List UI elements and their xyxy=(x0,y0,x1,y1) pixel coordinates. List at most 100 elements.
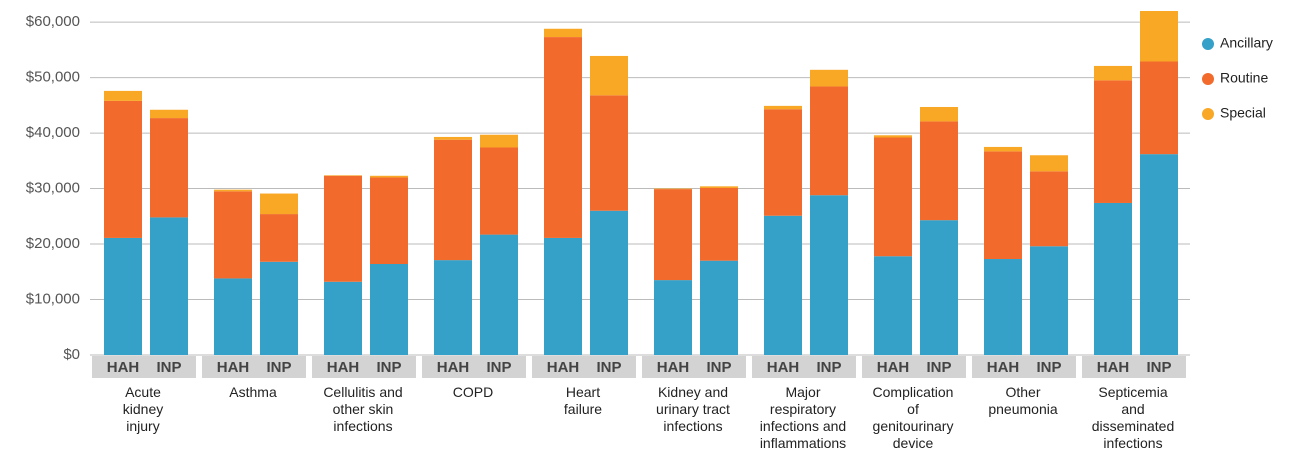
group-label: INP xyxy=(266,359,291,376)
bar-segment xyxy=(434,136,472,140)
bar-segment xyxy=(1140,11,1178,62)
bar-segment xyxy=(480,134,518,148)
y-tick-label: $30,000 xyxy=(26,180,80,197)
bar-segment xyxy=(544,237,582,355)
group-label: INP xyxy=(816,359,841,376)
bar-segment xyxy=(544,28,582,38)
legend-label: Ancillary xyxy=(1220,35,1273,51)
bar-segment xyxy=(370,175,408,178)
bar-segment xyxy=(1030,246,1068,355)
group-label: INP xyxy=(706,359,731,376)
bar-segment xyxy=(764,215,802,355)
bar-segment xyxy=(984,146,1022,152)
bar-segment xyxy=(150,109,188,119)
category-label: COPD xyxy=(452,384,494,400)
bar-segment xyxy=(654,188,692,190)
bar-segment xyxy=(984,151,1022,260)
group-label: INP xyxy=(156,359,181,376)
category-label: Other pneumonia xyxy=(988,384,1058,417)
bar-segment xyxy=(590,210,628,355)
group-label: HAH xyxy=(107,359,140,376)
bar-segment xyxy=(810,69,848,87)
category-label: Complication of genitourinary device xyxy=(872,384,954,451)
bar-segment xyxy=(434,139,472,261)
y-tick-label: $40,000 xyxy=(26,124,80,141)
bar-segment xyxy=(260,193,298,215)
y-tick-label: $20,000 xyxy=(26,235,80,252)
bar-segment xyxy=(764,105,802,110)
bar-segment xyxy=(150,118,188,218)
category-label: Kidney and urinary tract infections xyxy=(656,384,730,434)
bar-segment xyxy=(324,175,362,282)
group-label: INP xyxy=(1146,359,1171,376)
bar-segment xyxy=(700,186,738,188)
group-label: INP xyxy=(1036,359,1061,376)
y-tick-label: $60,000 xyxy=(26,13,80,30)
bar-segment xyxy=(214,278,252,355)
group-label: HAH xyxy=(547,359,580,376)
group-label: INP xyxy=(596,359,621,376)
bar-segment xyxy=(984,259,1022,355)
bar-segment xyxy=(810,195,848,355)
bar-segment xyxy=(150,217,188,355)
bar-segment xyxy=(1094,65,1132,81)
bar-segment xyxy=(920,220,958,355)
bar-segment xyxy=(324,281,362,355)
bar-segment xyxy=(874,135,912,138)
legend-marker xyxy=(1202,73,1214,85)
group-label: HAH xyxy=(987,359,1020,376)
group-label: HAH xyxy=(767,359,800,376)
group-label: INP xyxy=(376,359,401,376)
bar-segment xyxy=(214,191,252,279)
group-label: HAH xyxy=(877,359,910,376)
group-label-band xyxy=(92,356,196,378)
group-label-band xyxy=(532,356,636,378)
group-label: HAH xyxy=(437,359,470,376)
legend-marker xyxy=(1202,38,1214,50)
category-label: Cellulitis and other skin infections xyxy=(323,384,403,434)
bar-segment xyxy=(1030,171,1068,247)
bar-segment xyxy=(764,109,802,216)
group-label-band xyxy=(752,356,856,378)
bar-segment xyxy=(260,261,298,355)
bar-segment xyxy=(544,37,582,238)
group-label-band xyxy=(422,356,526,378)
bar-segment xyxy=(480,234,518,355)
bar-segment xyxy=(1030,155,1068,172)
bar-segment xyxy=(260,214,298,262)
group-label-band xyxy=(642,356,746,378)
bar-segment xyxy=(590,55,628,96)
legend-marker xyxy=(1202,108,1214,120)
bar-segment xyxy=(104,100,142,238)
group-label-band xyxy=(312,356,416,378)
bar-segment xyxy=(1140,154,1178,355)
group-label: HAH xyxy=(217,359,250,376)
group-label: HAH xyxy=(327,359,360,376)
bar-segment xyxy=(920,121,958,221)
legend-label: Special xyxy=(1220,105,1266,121)
group-label: HAH xyxy=(1097,359,1130,376)
category-label: Asthma xyxy=(229,384,277,400)
category-label: Heart failure xyxy=(563,384,603,417)
bar-segment xyxy=(590,95,628,211)
bar-segment xyxy=(104,237,142,355)
category-label: Major respiratory infections and inflamm… xyxy=(759,384,847,451)
y-tick-label: $0 xyxy=(63,346,80,363)
category-label: Septicemia and disseminated infections xyxy=(1091,384,1175,451)
y-tick-label: $10,000 xyxy=(26,290,80,307)
group-label-band xyxy=(1082,356,1186,378)
bar-segment xyxy=(1094,202,1132,355)
group-label: HAH xyxy=(657,359,690,376)
bar-segment xyxy=(1140,61,1178,155)
bar-segment xyxy=(654,189,692,281)
bar-segment xyxy=(1094,80,1132,203)
bar-segment xyxy=(104,90,142,101)
group-label: INP xyxy=(486,359,511,376)
group-label-band xyxy=(972,356,1076,378)
bar-segment xyxy=(874,256,912,355)
bar-segment xyxy=(370,264,408,355)
bar-segment xyxy=(434,260,472,355)
bar-segment xyxy=(370,177,408,265)
